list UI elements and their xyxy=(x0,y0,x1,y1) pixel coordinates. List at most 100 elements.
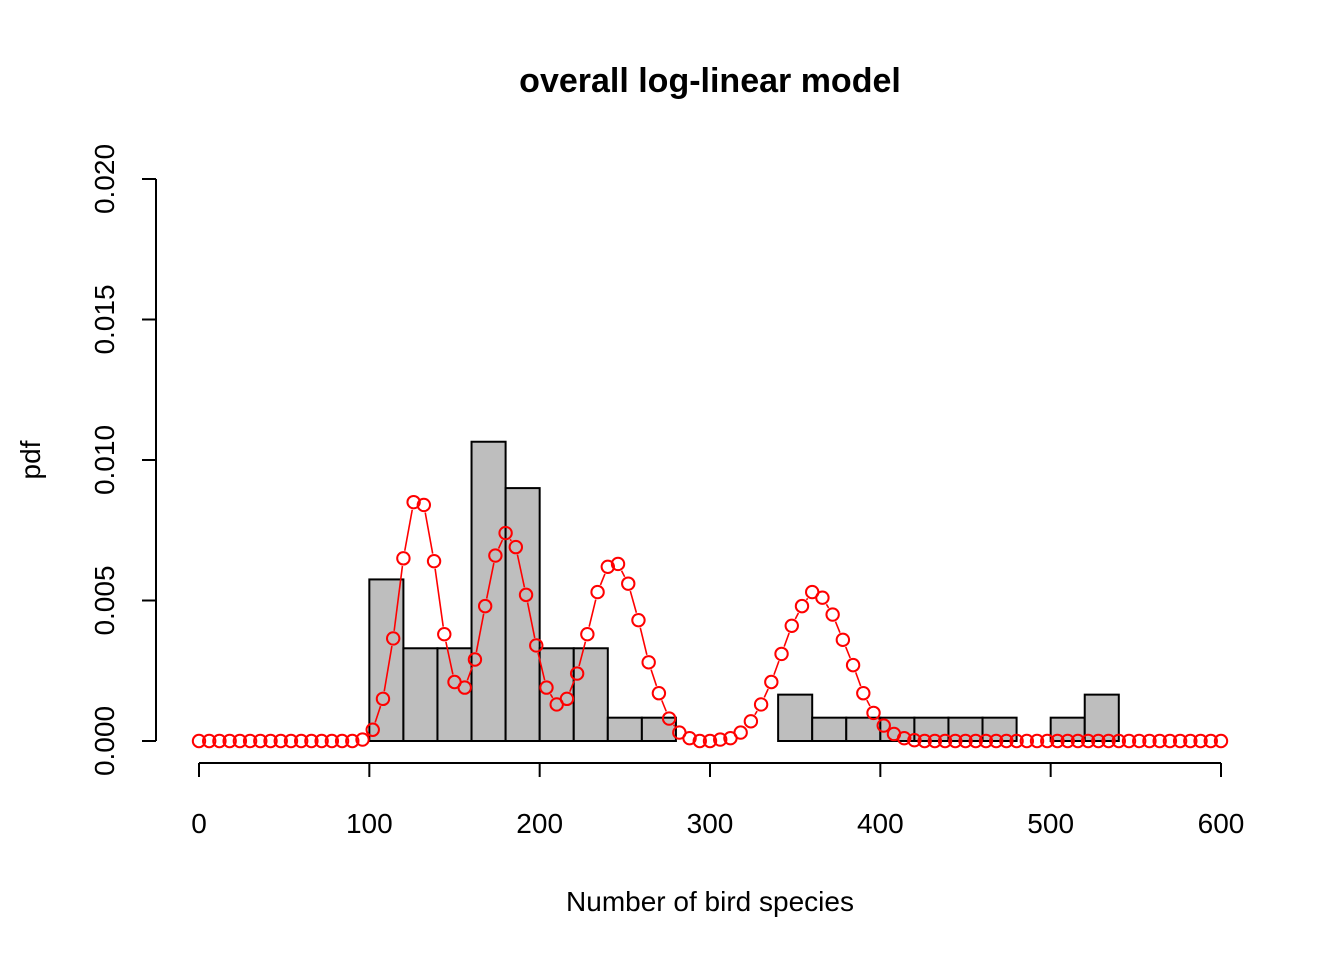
density-connector xyxy=(549,693,554,699)
density-connector xyxy=(673,724,676,727)
density-connector xyxy=(485,562,495,599)
density-point xyxy=(191,733,207,749)
density-points xyxy=(191,494,1229,749)
density-connector xyxy=(403,509,414,551)
x-axis-label: Number of bird species xyxy=(566,886,854,917)
density-point xyxy=(355,732,370,747)
x-axis: 0 100 200 300 400 500 600 xyxy=(191,762,1245,839)
density-point xyxy=(825,607,840,622)
density-connector xyxy=(588,599,597,627)
density-point xyxy=(426,553,442,569)
density-point xyxy=(242,733,258,749)
density-point xyxy=(774,646,789,662)
density-point xyxy=(508,539,524,555)
x-tick-label: 400 xyxy=(857,808,904,839)
density-point xyxy=(477,598,493,614)
density-connector xyxy=(424,512,434,554)
density-point xyxy=(375,691,391,707)
density-connector xyxy=(773,660,780,676)
density-connector xyxy=(475,613,485,653)
density-point xyxy=(324,733,340,749)
density-point xyxy=(1172,733,1188,749)
density-point xyxy=(1019,733,1035,749)
density-connector xyxy=(445,641,454,675)
density-point xyxy=(682,730,697,746)
density-point xyxy=(948,733,963,749)
histogram-bar xyxy=(947,716,984,743)
density-point xyxy=(610,556,626,572)
x-tick-label: 200 xyxy=(516,808,563,839)
density-point xyxy=(876,718,891,733)
density-point xyxy=(866,705,881,721)
density-point xyxy=(580,627,595,642)
density-point xyxy=(437,627,452,642)
density-connector xyxy=(845,646,851,659)
density-point xyxy=(1009,733,1024,749)
x-tick-label: 100 xyxy=(346,808,393,839)
density-point xyxy=(999,733,1014,749)
density-point xyxy=(559,691,575,707)
density-point xyxy=(232,733,248,749)
density-connector xyxy=(383,645,393,692)
density-point xyxy=(263,733,278,749)
density-point xyxy=(416,497,432,513)
density-point xyxy=(692,733,707,749)
density-point xyxy=(273,733,288,749)
histogram-bars xyxy=(368,440,1120,743)
density-connector xyxy=(650,669,658,687)
density-point xyxy=(518,587,534,603)
density-connector xyxy=(834,621,841,634)
x-tick-label: 600 xyxy=(1198,808,1245,839)
density-point xyxy=(467,652,483,667)
density-point xyxy=(590,584,605,600)
density-point xyxy=(396,551,411,566)
histogram-bar xyxy=(436,647,473,743)
density-point xyxy=(385,631,401,646)
density-point xyxy=(661,711,677,726)
density-point xyxy=(294,733,309,749)
y-tick-label: 0.000 xyxy=(89,706,120,776)
density-point xyxy=(621,576,636,591)
density-point xyxy=(1152,733,1167,749)
density-point xyxy=(713,732,728,747)
density-connector xyxy=(509,538,512,542)
density-connector xyxy=(537,652,546,681)
density-point xyxy=(457,680,472,695)
chart-title: overall log-linear model xyxy=(519,62,901,100)
density-point xyxy=(743,714,759,729)
density-point xyxy=(937,733,953,749)
density-point xyxy=(958,733,973,749)
density-point xyxy=(365,722,380,737)
density-point xyxy=(733,725,748,740)
density-point xyxy=(764,674,779,690)
density-point xyxy=(907,732,922,748)
x-tick-label: 300 xyxy=(687,808,734,839)
density-point xyxy=(917,733,932,749)
density-connector xyxy=(466,666,474,681)
histogram-bar xyxy=(845,716,882,743)
density-connectors xyxy=(374,509,880,727)
density-connector xyxy=(877,718,880,721)
density-connector xyxy=(516,554,526,588)
density-connector xyxy=(866,699,871,707)
density-connector xyxy=(526,602,536,639)
density-connector xyxy=(754,710,758,716)
density-connector xyxy=(569,680,575,693)
density-connector xyxy=(639,627,648,656)
density-point xyxy=(1029,733,1045,749)
density-connector xyxy=(661,700,667,712)
y-axis: 0.000 0.005 0.010 0.015 0.020 xyxy=(89,144,157,776)
density-point xyxy=(1111,733,1127,749)
density-point xyxy=(1080,733,1096,749)
density-connector xyxy=(434,568,445,627)
density-connector xyxy=(374,705,382,723)
density-point xyxy=(222,733,237,749)
density-point xyxy=(794,598,810,614)
density-connector xyxy=(794,612,800,620)
density-point xyxy=(529,638,544,653)
density-connector xyxy=(805,597,809,601)
density-point xyxy=(1060,733,1075,749)
density-point xyxy=(753,697,769,712)
x-tick-label: 500 xyxy=(1027,808,1074,839)
